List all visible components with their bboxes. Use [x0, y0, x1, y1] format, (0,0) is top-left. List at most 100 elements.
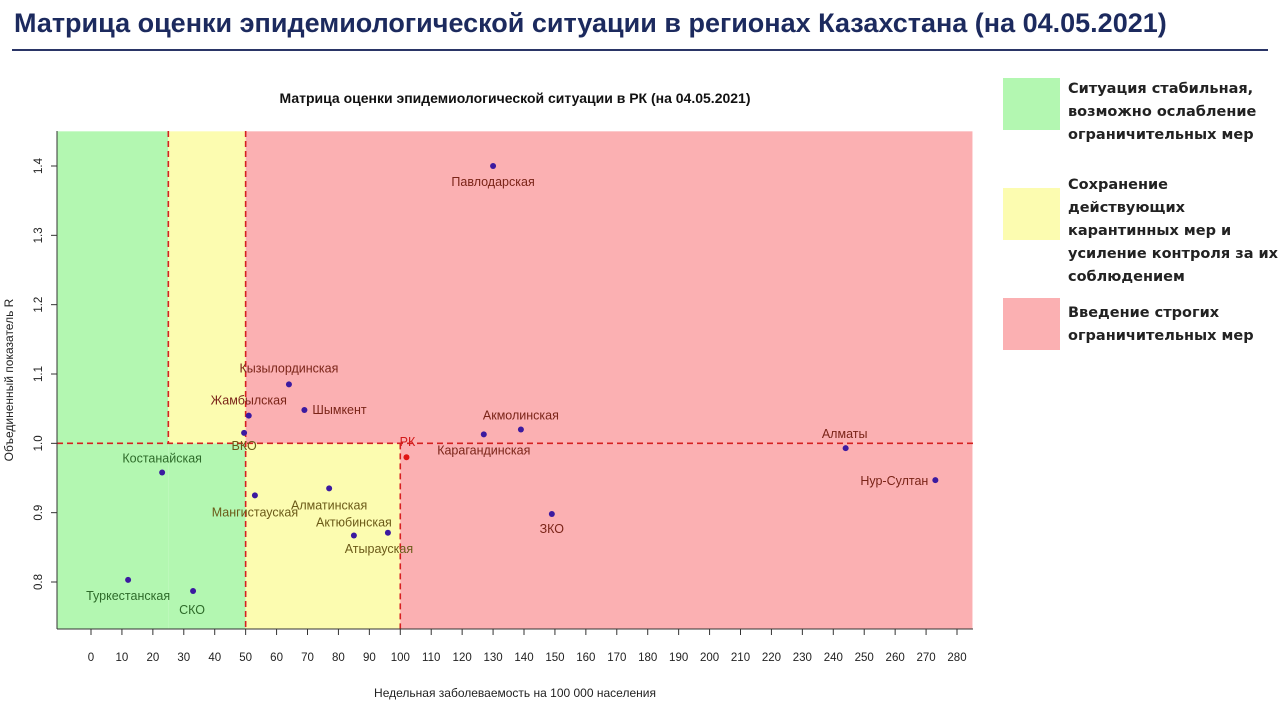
legend-swatch-green — [1003, 78, 1060, 130]
x-tick-label: 190 — [669, 652, 688, 664]
zone-green-1 — [168, 443, 246, 629]
data-point-label: Жамбылская — [211, 394, 287, 408]
x-tick-label: 110 — [422, 652, 440, 664]
y-tick-label: 0.8 — [33, 574, 45, 590]
legend-swatch-red — [1003, 298, 1060, 350]
x-tick-label: 130 — [483, 652, 502, 664]
x-tick-label: 80 — [332, 652, 345, 664]
data-point-label: Карагандинская — [437, 443, 530, 457]
data-point-label: Акмолинская — [483, 408, 559, 422]
data-point-label: СКО — [179, 603, 205, 617]
data-point-group: Нур-Султан — [860, 474, 939, 488]
y-tick-label: 0.9 — [33, 505, 45, 521]
x-tick-label: 260 — [886, 652, 905, 664]
threshold-lines-layer — [57, 131, 973, 629]
x-tick-label: 160 — [576, 652, 595, 664]
data-point-group: Актюбинская — [316, 516, 392, 539]
x-tick-label: 270 — [916, 652, 935, 664]
data-point-label: Шымкент — [312, 403, 366, 417]
x-tick-label: 100 — [391, 652, 410, 664]
y-tick-label: 1.3 — [33, 227, 45, 243]
data-point — [190, 588, 197, 595]
data-point-label: Костанайская — [122, 451, 202, 465]
data-point-group: Атырауская — [345, 529, 413, 556]
data-point-group: Шымкент — [301, 403, 367, 417]
data-point — [842, 445, 849, 452]
x-tick-label: 30 — [177, 652, 190, 664]
data-point — [285, 381, 292, 388]
data-point-label: Алматинская — [291, 498, 367, 512]
x-axis-label: Недельная заболеваемость на 100 000 насе… — [374, 686, 656, 700]
x-tick-label: 180 — [638, 652, 657, 664]
chart-title: Матрица оценки эпидемиологической ситуац… — [279, 90, 750, 106]
data-point-group: Туркестанская — [86, 576, 170, 603]
x-tick-label: 250 — [855, 652, 874, 664]
x-tick-label: 20 — [146, 652, 159, 664]
data-point-label: Мангистауская — [212, 505, 298, 519]
x-tick-label: 60 — [270, 652, 283, 664]
legend-text-red: Введение строгих ограничительных мер — [1068, 305, 1254, 344]
data-point — [384, 529, 391, 536]
data-point-label: Атырауская — [345, 542, 413, 556]
data-point — [301, 407, 308, 414]
page-title: Матрица оценки эпидемиологической ситуац… — [14, 8, 1167, 38]
data-point-group: ЗКО — [540, 511, 565, 536]
scatter-chart: 0 10 20 30 40 50 60 70 80 90 100 110 120 130 140 150 160… — [2, 90, 973, 700]
data-point-group: ВКО — [231, 429, 257, 453]
legend-swatch-yellow — [1003, 188, 1060, 240]
axes-layer: 0 10 20 30 40 50 60 70 80 90 100 110 120 130 140 150 160… — [33, 131, 973, 664]
data-point — [350, 532, 357, 539]
points-layer: Павлодарская Кызылординская Жамбылская Шымк… — [86, 163, 939, 617]
data-point-label: Нур-Султан — [860, 474, 928, 488]
x-tick-label: 90 — [363, 652, 376, 664]
x-tick-label: 150 — [545, 652, 564, 664]
zone-yellow-2 — [168, 131, 246, 444]
data-point — [251, 492, 258, 499]
x-tick-label: 170 — [607, 652, 626, 664]
x-tick-label: 10 — [116, 652, 129, 664]
x-tick-label: 140 — [514, 652, 533, 664]
legend-text-green: Ситуация стабильная, возможно ослабление… — [1068, 81, 1257, 143]
x-tick-label: 70 — [301, 652, 314, 664]
data-point — [480, 431, 487, 438]
x-tick-label: 50 — [239, 652, 252, 664]
data-point-group: Алматы — [822, 427, 868, 452]
zone-red-4 — [245, 131, 973, 444]
data-point-group: Акмолинская — [483, 408, 559, 433]
data-point-label: Павлодарская — [451, 175, 534, 189]
data-point — [326, 485, 333, 492]
data-point-label: Кызылординская — [239, 361, 338, 375]
zones-layer — [57, 131, 973, 630]
data-point — [490, 163, 497, 169]
y-tick-label: 1.0 — [33, 435, 45, 451]
x-tick-label: 220 — [762, 652, 781, 664]
data-point-label: ВКО — [231, 439, 256, 453]
data-point-group: Кызылординская — [239, 361, 338, 388]
data-point-label: Актюбинская — [316, 516, 392, 530]
data-point-label: Туркестанская — [86, 589, 170, 603]
x-tick-label: 0 — [88, 652, 94, 664]
data-point — [932, 477, 939, 484]
zone-green-0 — [57, 131, 169, 630]
y-tick-label: 1.2 — [33, 297, 45, 313]
data-point-group: Алматинская — [291, 485, 367, 512]
data-point-label: РК — [400, 435, 416, 449]
data-point — [159, 469, 166, 476]
x-tick-label: 240 — [824, 652, 843, 664]
data-point-group: Карагандинская — [437, 431, 530, 457]
data-point-label: Алматы — [822, 427, 868, 441]
data-point-group: СКО — [179, 588, 205, 617]
data-point — [548, 511, 555, 518]
data-point-group: Павлодарская — [451, 163, 535, 189]
zone-red-5 — [400, 443, 973, 629]
x-tick-label: 40 — [208, 652, 221, 664]
data-point-group: Мангистауская — [212, 492, 298, 519]
title-divider — [12, 49, 1268, 51]
y-tick-label: 1.1 — [33, 366, 45, 382]
data-point-label: ЗКО — [540, 522, 565, 536]
data-point-group: Жамбылская — [211, 394, 287, 419]
data-point — [517, 426, 524, 433]
x-tick-label: 280 — [947, 652, 966, 664]
y-axis-label: Объединенный показатель R — [2, 298, 16, 461]
x-tick-label: 120 — [453, 652, 472, 664]
